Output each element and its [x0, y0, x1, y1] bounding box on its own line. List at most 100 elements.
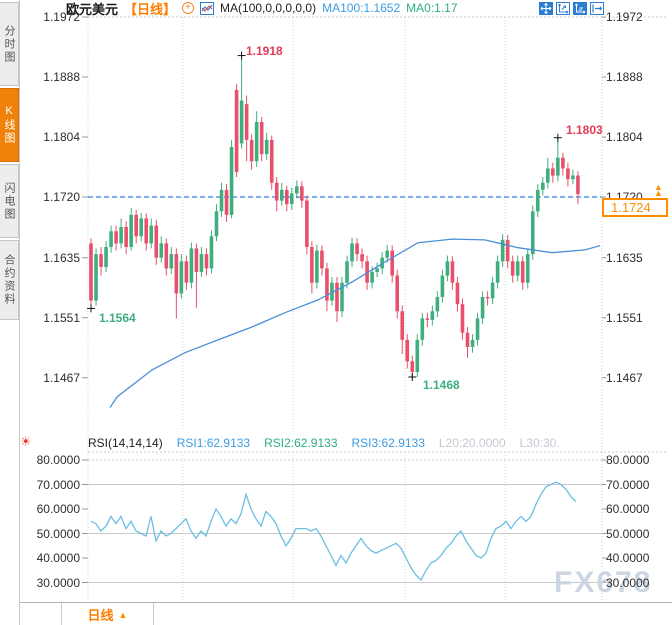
- rsi-settings-icon[interactable]: ☀: [20, 434, 32, 449]
- candle-body: [345, 261, 349, 283]
- candle-body: [189, 248, 194, 283]
- candle-body: [525, 254, 530, 283]
- candle-body: [566, 168, 570, 180]
- axis-scale-icon[interactable]: [573, 2, 587, 15]
- candle-body: [320, 250, 324, 269]
- price-axis-label-left: 1.1972: [43, 10, 80, 24]
- candle-body: [375, 268, 379, 272]
- candle-body: [174, 254, 179, 294]
- candle-body: [290, 193, 294, 205]
- candle-body: [224, 189, 229, 215]
- candle-body: [360, 254, 364, 262]
- candle-body: [465, 332, 470, 347]
- candle-body: [249, 139, 254, 162]
- candle-body: [139, 218, 143, 237]
- watermark: FX678: [554, 566, 653, 599]
- candle-body: [325, 268, 329, 301]
- bottom-low-label: 1.1468: [423, 378, 460, 392]
- ma100-value: MA100:1.1652: [322, 1, 401, 15]
- price-axis-label-right: 1.1467: [606, 370, 643, 385]
- candle-body: [154, 225, 159, 258]
- rsi-axis-label-left: 30.0000: [36, 575, 80, 590]
- candle-body: [219, 189, 224, 212]
- period-selector[interactable]: 日线 ▲: [61, 603, 154, 625]
- price-axis-label-left: 1.1551: [43, 310, 80, 325]
- candle-body: [169, 254, 174, 269]
- rsi-axis-label-left: 70.0000: [36, 477, 80, 492]
- ma-indicator-icon[interactable]: [200, 1, 215, 15]
- rsi-axis-label-right: 40.0000: [606, 551, 650, 565]
- price-axis-label-right: 1.1551: [606, 310, 643, 325]
- candle-body: [505, 239, 510, 262]
- price-axis-label-left: 1.1467: [43, 370, 80, 385]
- candle-body: [480, 297, 485, 319]
- sidebar-tab-2[interactable]: K线图: [0, 88, 19, 162]
- candle-body: [460, 304, 465, 333]
- candle-body: [274, 182, 279, 201]
- rsi3-value: RSI3:62.9133: [351, 436, 425, 450]
- candle-body: [259, 122, 264, 155]
- candle-body: [420, 318, 425, 340]
- candle-body: [199, 254, 204, 272]
- rsi-axis-label-left: 50.0000: [36, 526, 80, 541]
- price-axis-label-right: 1.1972: [606, 10, 643, 24]
- candle-body: [430, 311, 435, 320]
- candle-body: [214, 211, 219, 237]
- candle-body: [234, 89, 239, 172]
- candle-body: [129, 214, 133, 247]
- candle-body: [535, 189, 540, 212]
- candle-body: [114, 231, 118, 244]
- candle-body: [340, 282, 344, 312]
- rsi-params: RSI(14,14,14): [88, 436, 163, 450]
- candle-body: [470, 339, 475, 347]
- rsi-legend: RSI(14,14,14) RSI1:62.9133 RSI2:62.9133 …: [88, 436, 560, 451]
- candle-body: [350, 243, 354, 262]
- pan-icon[interactable]: [539, 2, 553, 15]
- rsi-axis-label-right: 70.0000: [606, 477, 650, 492]
- candle-body: [269, 139, 274, 183]
- sidebar-tab-3[interactable]: 闪电图: [0, 164, 19, 238]
- candle-body: [159, 243, 164, 258]
- candle-body: [475, 318, 480, 340]
- rsi-line: [90, 481, 577, 582]
- candle-body: [104, 247, 108, 267]
- candle-body: [89, 243, 93, 301]
- symbol-name: 欧元美元: [66, 1, 119, 17]
- candle-body: [134, 214, 138, 237]
- candle-body: [149, 225, 154, 244]
- candle-body: [239, 100, 244, 144]
- sidebar-tab-4[interactable]: 合约资料: [0, 240, 19, 320]
- candle-body: [510, 261, 515, 276]
- candle-body: [405, 339, 410, 362]
- candle-body: [305, 200, 309, 247]
- candle-body: [530, 211, 535, 255]
- candle-body: [450, 261, 455, 283]
- price-axis-label-right: 1.1888: [606, 70, 643, 84]
- price-axis-label-left: 1.1804: [43, 130, 80, 144]
- add-indicator-icon[interactable]: +: [182, 2, 195, 14]
- candle-body: [415, 339, 420, 372]
- sidebar: 分时图 K线图闪电图合约资料: [0, 0, 20, 625]
- ma100-line: [109, 238, 601, 409]
- rsi-axis-label-right: 80.0000: [606, 453, 650, 467]
- rsi-l30-value: L30:30.: [519, 436, 560, 450]
- exit-icon[interactable]: [590, 2, 604, 15]
- current-price-tag: 1.1724: [602, 198, 668, 217]
- candle-body: [445, 261, 450, 276]
- candle-body: [561, 157, 565, 169]
- candle-body: [455, 282, 460, 305]
- candle-body: [229, 147, 234, 215]
- early-low-label: 1.1564: [99, 311, 136, 325]
- candle-body: [94, 254, 98, 301]
- candle-body: [385, 250, 389, 258]
- recent-high-label: 1.1803: [566, 123, 603, 137]
- candle-body: [284, 189, 289, 205]
- candle-body: [164, 243, 169, 269]
- candle-body: [425, 318, 430, 320]
- ma0-value: MA0:1.17: [406, 1, 458, 15]
- price-axis-label-left: 1.1888: [43, 70, 80, 84]
- peak-high-label: 1.1918: [246, 44, 283, 58]
- sidebar-tab-1[interactable]: 分时图: [0, 2, 19, 86]
- axis-zoom-icon[interactable]: [556, 2, 570, 15]
